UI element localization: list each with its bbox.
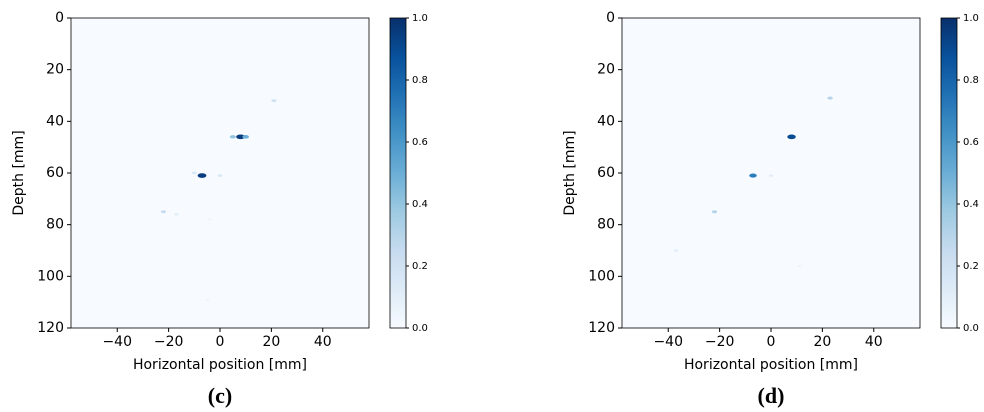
x-tick-label: 40: [314, 334, 332, 350]
x-tick-label: −20: [154, 334, 184, 350]
y-tick-label: 40: [597, 113, 615, 129]
colorbar-tick-label: 0.0: [412, 323, 428, 334]
intensity-spot: [161, 210, 166, 213]
intensity-spot: [749, 174, 757, 178]
x-tick-label: 0: [216, 334, 225, 350]
intensity-spot: [769, 174, 774, 177]
x-axis-title: Horizontal position [mm]: [133, 357, 307, 373]
colorbar-tick-label: 0.2: [412, 261, 428, 272]
x-tick-label: 0: [767, 334, 776, 350]
x-axis-title: Horizontal position [mm]: [684, 357, 858, 373]
y-tick-label: 120: [37, 320, 64, 336]
intensity-spot: [218, 174, 223, 177]
x-tick-label: −40: [102, 334, 132, 350]
colorbar-tick-label: 0.6: [412, 137, 428, 148]
x-tick-label: −20: [705, 334, 735, 350]
intensity-spot: [192, 172, 197, 175]
y-tick-label: 60: [597, 165, 615, 181]
colorbar-tick-label: 0.4: [963, 199, 979, 210]
x-tick-label: 20: [262, 334, 280, 350]
plot-background: [622, 18, 920, 328]
colorbar-tick-label: 0.4: [412, 199, 428, 210]
intensity-spot: [198, 173, 207, 178]
y-tick-label: 0: [55, 10, 64, 26]
intensity-spot: [230, 135, 236, 138]
colorbar-tick-label: 0.0: [963, 323, 979, 334]
y-tick-label: 100: [588, 268, 615, 284]
colorbar-tick-label: 1.0: [412, 13, 428, 24]
y-tick-label: 20: [597, 62, 615, 78]
y-tick-label: 80: [46, 217, 64, 233]
intensity-spot: [271, 99, 276, 102]
y-axis-title: Depth [mm]: [562, 130, 578, 215]
x-tick-label: −40: [653, 334, 683, 350]
intensity-spot: [787, 135, 796, 140]
intensity-spot: [242, 135, 249, 139]
intensity-spot: [827, 97, 833, 100]
y-tick-label: 20: [46, 62, 64, 78]
y-tick-label: 0: [606, 10, 615, 26]
colorbar: [390, 18, 406, 328]
panel-label: (d): [758, 383, 785, 408]
figure: −40 −20 0 20 40 0 20 40 60 80 100 120 Horizontal pos…: [0, 0, 984, 412]
y-tick-label: 120: [588, 320, 615, 336]
intensity-spot: [712, 210, 718, 213]
intensity-spot: [674, 249, 679, 252]
x-tick-label: 40: [865, 334, 883, 350]
colorbar-tick-label: 0.6: [963, 137, 979, 148]
colorbar-tick-label: 0.8: [412, 75, 428, 86]
y-tick-label: 40: [46, 113, 64, 129]
y-axis-title: Depth [mm]: [11, 130, 27, 215]
x-tick-label: 20: [813, 334, 831, 350]
colorbar-tick-label: 0.2: [963, 261, 979, 272]
colorbar: [941, 18, 957, 328]
panel-label: (c): [208, 383, 232, 408]
colorbar-tick-label: 0.8: [963, 75, 979, 86]
intensity-spot: [174, 213, 179, 216]
intensity-spot: [205, 298, 209, 301]
plot-background: [71, 18, 369, 328]
intensity-spot: [797, 265, 801, 268]
y-tick-label: 80: [597, 217, 615, 233]
y-tick-label: 60: [46, 165, 64, 181]
intensity-spot: [208, 218, 212, 221]
colorbar-tick-label: 1.0: [963, 13, 979, 24]
y-tick-label: 100: [37, 268, 64, 284]
